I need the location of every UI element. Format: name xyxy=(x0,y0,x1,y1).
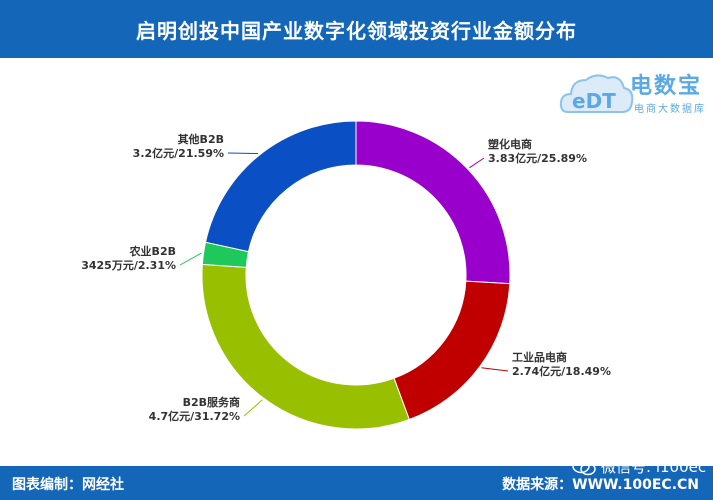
footer-source: 数据来源：WWW.100EC.CN xyxy=(502,477,699,493)
logo-title: 电数宝 xyxy=(630,74,703,99)
slice-name-label: 其他B2B xyxy=(178,132,224,146)
leader-line xyxy=(243,399,263,417)
leader-line xyxy=(469,157,485,169)
logo-mark: eDT xyxy=(572,89,616,113)
leader-line xyxy=(179,252,202,266)
slice-name-label: 塑化电商 xyxy=(488,137,532,151)
slice-value-label: 4.7亿元/31.72% xyxy=(149,409,240,423)
logo-subtitle: 电商大数据库 xyxy=(634,104,706,115)
slice-value-label: 3.83亿元/25.89% xyxy=(488,151,587,165)
cloud-logo-icon: eDT xyxy=(559,74,634,113)
slice-name-label: B2B服务商 xyxy=(183,395,240,409)
chart-title: 启明创投中国产业数字化领域投资行业金额分布 xyxy=(0,0,713,58)
wechat-watermark: 微信号: i100ec xyxy=(572,456,706,477)
slice-value-label: 3.2亿元/21.59% xyxy=(133,146,224,160)
wechat-id: 微信号: i100ec xyxy=(601,458,707,476)
wechat-icon xyxy=(572,458,596,475)
leader-line xyxy=(481,367,509,372)
edt-logo: eDT 电数宝 电商大数据库 xyxy=(558,64,708,124)
donut-slice xyxy=(204,120,357,253)
leader-line xyxy=(227,152,259,155)
footer-credit: 图表编制：网经社 xyxy=(12,477,124,493)
slice-value-label: 3425万元/2.31% xyxy=(81,259,176,272)
donut-slice xyxy=(355,120,511,285)
slice-value-label: 2.74亿元/18.49% xyxy=(512,364,611,378)
slice-name-label: 工业品电商 xyxy=(512,350,567,364)
donut-slice xyxy=(393,280,511,421)
slice-name-label: 农业B2B xyxy=(129,244,176,258)
